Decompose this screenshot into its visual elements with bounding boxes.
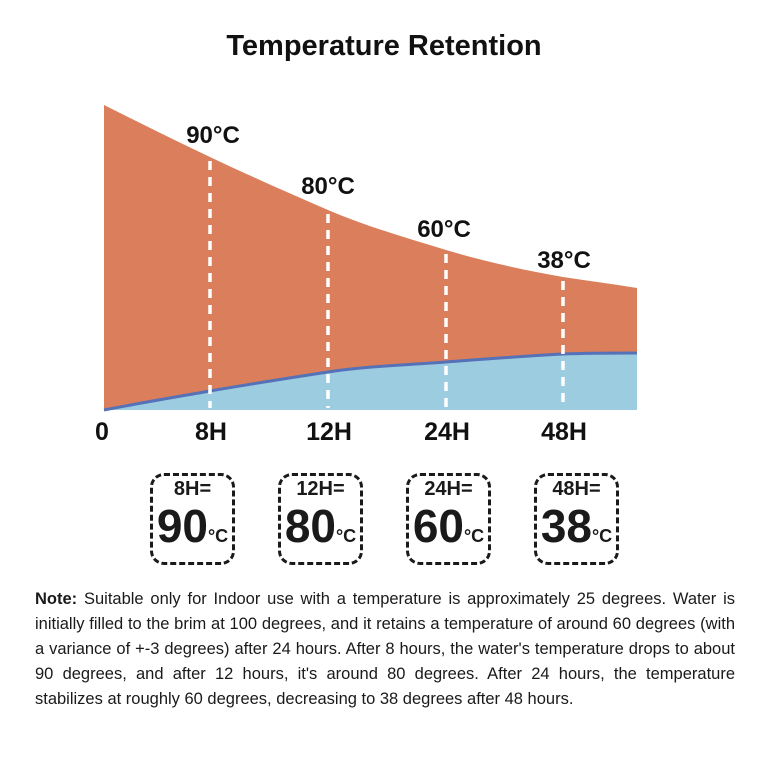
- summary-time-label: 48H=: [552, 478, 601, 500]
- temp-label-48h: 38°C: [537, 247, 591, 274]
- axis-tick-48h: 48H: [541, 418, 587, 446]
- summary-box-48h: 48H= 38°C: [534, 473, 619, 565]
- summary-time-label: 8H=: [173, 478, 212, 500]
- summary-time-label: 12H=: [296, 478, 345, 500]
- note-label: Note:: [35, 590, 78, 608]
- temp-label-8h: 90°C: [186, 122, 240, 149]
- summary-value-unit: °C: [463, 526, 485, 546]
- summary-value: 80°C: [285, 501, 356, 563]
- temp-label-12h: 80°C: [301, 173, 355, 200]
- summary-value-number: 90: [156, 500, 208, 552]
- temp-label-24h: 60°C: [417, 216, 471, 243]
- summary-box-24h: 24H= 60°C: [406, 473, 491, 565]
- summary-value-unit: °C: [335, 526, 357, 546]
- summary-value-unit: °C: [591, 526, 613, 546]
- cool-area-shape: [104, 353, 637, 410]
- axis-tick-12h: 12H: [306, 418, 352, 446]
- summary-value-unit: °C: [207, 526, 229, 546]
- axis-tick-8h: 8H: [195, 418, 227, 446]
- note-text: Suitable only for Indoor use with a temp…: [35, 590, 735, 708]
- summary-time-label: 24H=: [424, 478, 473, 500]
- note-paragraph: Note: Suitable only for Indoor use with …: [35, 587, 735, 712]
- summary-box-12h: 12H= 80°C: [278, 473, 363, 565]
- summary-boxes-row: 8H= 90°C 12H= 80°C 24H= 60°C 48H= 38°C: [150, 473, 619, 565]
- summary-value: 90°C: [157, 501, 228, 563]
- summary-value: 60°C: [413, 501, 484, 563]
- summary-value: 38°C: [541, 501, 612, 563]
- axis-tick-24h: 24H: [424, 418, 470, 446]
- summary-value-number: 80: [284, 500, 336, 552]
- temperature-chart: 90°C 80°C 60°C 38°C 0 8H 12H 24H 48H: [95, 105, 638, 446]
- summary-value-number: 60: [412, 500, 464, 552]
- axis-tick-0: 0: [95, 418, 109, 446]
- hot-area-shape: [104, 105, 637, 410]
- summary-box-8h: 8H= 90°C: [150, 473, 235, 565]
- summary-value-number: 38: [540, 500, 592, 552]
- page-title: Temperature Retention: [226, 30, 542, 62]
